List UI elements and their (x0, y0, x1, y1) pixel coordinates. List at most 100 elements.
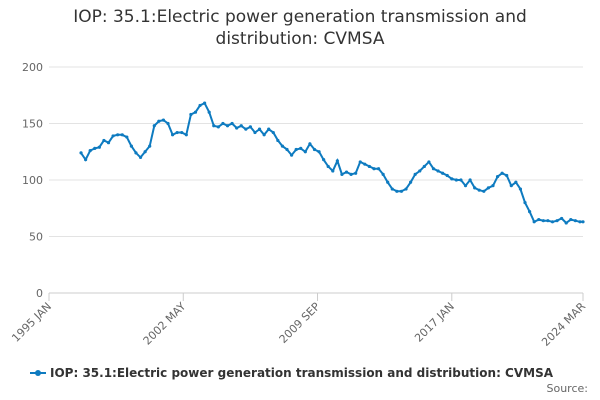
data-point (578, 220, 582, 224)
data-point (495, 175, 500, 179)
data-point (523, 201, 527, 205)
data-point (308, 142, 312, 146)
data-point (93, 146, 97, 150)
data-point (322, 158, 326, 162)
data-point (289, 153, 294, 157)
data-point (537, 217, 541, 222)
data-point (564, 221, 568, 225)
y-tick-label: 50 (29, 231, 43, 244)
data-point (207, 110, 211, 114)
x-tick-label: 2002 MAY (141, 300, 189, 348)
data-point (294, 147, 298, 152)
data-point (157, 119, 161, 123)
data-point (253, 130, 257, 135)
data-point (88, 149, 92, 153)
data-point (180, 130, 184, 135)
data-point (569, 217, 573, 222)
data-point (79, 151, 83, 155)
data-point (514, 180, 518, 184)
x-tick-label: 2017 JAN (412, 300, 457, 345)
data-point (111, 134, 115, 138)
data-point (216, 125, 220, 129)
source-label: Source: (547, 382, 589, 395)
data-point (148, 144, 152, 148)
data-point (166, 121, 170, 126)
data-point (262, 133, 266, 137)
data-point (546, 219, 550, 223)
data-point (198, 103, 202, 108)
data-point (276, 138, 280, 143)
data-point (152, 124, 156, 128)
data-point (84, 158, 88, 162)
data-point (230, 121, 234, 126)
y-tick-label: 200 (22, 61, 43, 74)
data-point (528, 210, 532, 214)
data-point (170, 133, 175, 137)
data-point (422, 164, 426, 169)
data-point (509, 184, 513, 188)
data-point (477, 188, 481, 192)
data-point (413, 172, 417, 176)
data-point (317, 150, 321, 154)
y-tick-label: 0 (36, 287, 43, 300)
data-point (454, 178, 458, 182)
x-tick-label: 1995 JAN (9, 300, 54, 345)
data-point (376, 167, 381, 171)
data-point (225, 124, 230, 128)
data-point (312, 147, 317, 152)
data-point (326, 164, 330, 169)
data-point (193, 110, 198, 114)
data-point (436, 169, 440, 173)
data-point (463, 184, 468, 188)
legend-label: IOP: 35.1:Electric power generation tran… (50, 366, 554, 380)
data-point (344, 170, 349, 174)
data-point (354, 171, 358, 175)
data-point (257, 127, 262, 131)
data-point (500, 171, 504, 175)
data-point (271, 130, 275, 135)
data-point (431, 167, 436, 171)
data-point (299, 146, 303, 150)
series-line (80, 101, 583, 225)
data-point (505, 173, 509, 178)
data-point (560, 216, 564, 221)
data-point (235, 126, 239, 130)
data-point (106, 141, 111, 145)
data-point (331, 169, 335, 173)
data-point (340, 172, 344, 176)
data-point (248, 125, 252, 129)
data-point (573, 219, 577, 223)
data-point (532, 220, 536, 224)
data-point (203, 101, 207, 105)
data-point (184, 133, 188, 137)
data-point (541, 219, 545, 223)
data-point (390, 187, 394, 191)
data-point (102, 138, 106, 143)
data-point (285, 147, 289, 152)
data-point (441, 171, 445, 175)
data-point (138, 155, 143, 159)
data-point (404, 187, 408, 191)
data-point (486, 186, 491, 190)
data-point (418, 169, 422, 173)
data-point (367, 164, 371, 169)
data-point (212, 124, 216, 128)
chart-title: IOP: 35.1:Electric power generation tran… (73, 7, 527, 49)
data-point (473, 186, 477, 190)
data-point (358, 160, 362, 164)
data-point (363, 162, 367, 166)
data-point (450, 177, 454, 181)
data-point (221, 121, 225, 126)
data-point (97, 145, 101, 149)
data-point (120, 133, 124, 137)
data-point (161, 118, 166, 122)
data-point (349, 172, 353, 176)
data-point (189, 112, 193, 117)
data-point (143, 150, 147, 154)
data-point (280, 144, 285, 148)
data-point (491, 184, 495, 188)
data-point (518, 187, 523, 191)
data-point (134, 151, 138, 155)
data-point (395, 189, 399, 193)
